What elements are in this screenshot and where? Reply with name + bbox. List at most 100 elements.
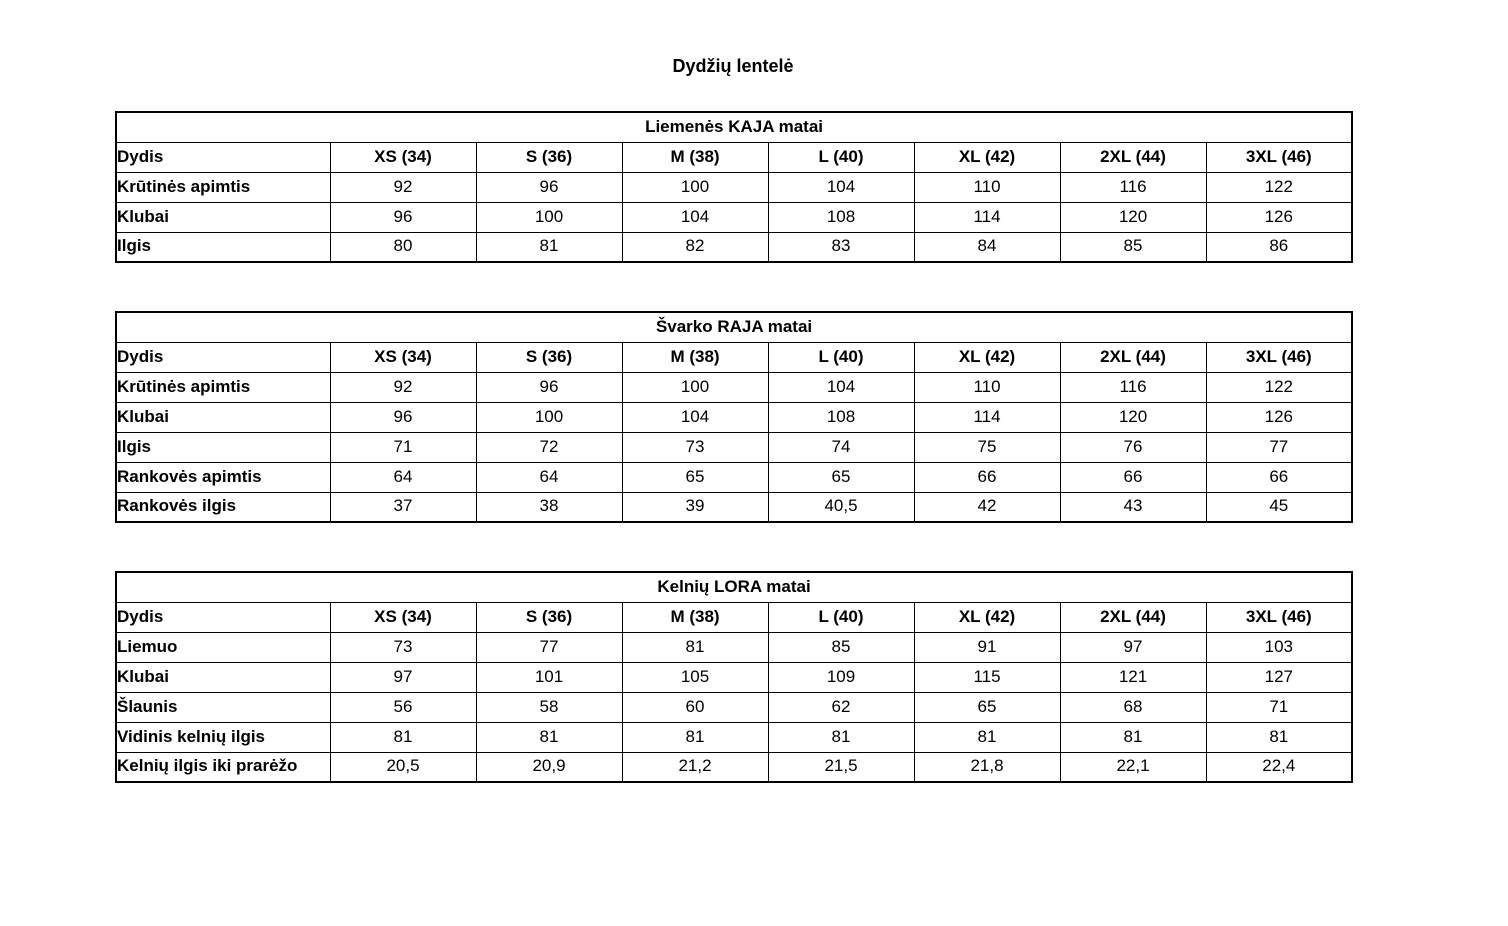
row-label: Krūtinės apimtis — [115, 371, 331, 403]
cell-value: 75 — [913, 431, 1061, 463]
table-row: Klubai 97 101 105 109 115 121 127 — [115, 661, 1353, 693]
table-row: Rankovės ilgis 37 38 39 40,5 42 43 45 — [115, 491, 1353, 523]
cell-value: 77 — [1205, 431, 1353, 463]
cell-value: 122 — [1205, 171, 1353, 203]
cell-value: 80 — [329, 231, 477, 263]
column-header: 2XL (44) — [1059, 341, 1207, 373]
cell-value: 120 — [1059, 201, 1207, 233]
column-header: 2XL (44) — [1059, 601, 1207, 633]
column-header: XS (34) — [329, 601, 477, 633]
cell-value: 68 — [1059, 691, 1207, 723]
column-header: 3XL (46) — [1205, 601, 1353, 633]
cell-value: 65 — [767, 461, 915, 493]
cell-value: 101 — [475, 661, 623, 693]
cell-value: 65 — [913, 691, 1061, 723]
cell-value: 82 — [621, 231, 769, 263]
cell-value: 62 — [767, 691, 915, 723]
cell-value: 81 — [475, 231, 623, 263]
cell-value: 21,8 — [913, 751, 1061, 783]
table-title-row: Kelnių LORA matai — [115, 571, 1353, 603]
row-label: Šlaunis — [115, 691, 331, 723]
cell-value: 92 — [329, 371, 477, 403]
cell-value: 120 — [1059, 401, 1207, 433]
table-row: Krūtinės apimtis 92 96 100 104 110 116 122 — [115, 171, 1353, 203]
cell-value: 22,1 — [1059, 751, 1207, 783]
table-title: Švarko RAJA matai — [115, 311, 1353, 343]
cell-value: 122 — [1205, 371, 1353, 403]
cell-value: 65 — [621, 461, 769, 493]
cell-value: 81 — [621, 631, 769, 663]
cell-value: 84 — [913, 231, 1061, 263]
cell-value: 109 — [767, 661, 915, 693]
table-row: Kelnių ilgis iki prarėžo 20,5 20,9 21,2 21,5… — [115, 751, 1353, 783]
table-row: Vidinis kelnių ilgis 81 81 81 81 81 81 81 — [115, 721, 1353, 753]
size-table: Kelnių LORA matai Dydis XS (34) S (36) M (38… — [115, 571, 1354, 783]
cell-value: 74 — [767, 431, 915, 463]
cell-value: 96 — [329, 201, 477, 233]
table-title-row: Švarko RAJA matai — [115, 311, 1353, 343]
cell-value: 81 — [329, 721, 477, 753]
cell-value: 37 — [329, 491, 477, 523]
table-row: Ilgis 71 72 73 74 75 76 77 — [115, 431, 1353, 463]
column-header: XL (42) — [913, 141, 1061, 173]
cell-value: 72 — [475, 431, 623, 463]
row-label: Klubai — [115, 401, 331, 433]
cell-value: 21,5 — [767, 751, 915, 783]
column-header: L (40) — [767, 141, 915, 173]
cell-value: 45 — [1205, 491, 1353, 523]
cell-value: 81 — [913, 721, 1061, 753]
header-row: Dydis XS (34) S (36) M (38) L (40) XL (42) 2XL… — [115, 601, 1353, 633]
column-header: M (38) — [621, 341, 769, 373]
table-title: Liemenės KAJA matai — [115, 111, 1353, 143]
column-header: XS (34) — [329, 141, 477, 173]
cell-value: 20,5 — [329, 751, 477, 783]
cell-value: 60 — [621, 691, 769, 723]
row-label: Ilgis — [115, 231, 331, 263]
column-header: 2XL (44) — [1059, 141, 1207, 173]
header-row: Dydis XS (34) S (36) M (38) L (40) XL (42) 2XL… — [115, 141, 1353, 173]
cell-value: 121 — [1059, 661, 1207, 693]
cell-value: 83 — [767, 231, 915, 263]
column-header: 3XL (46) — [1205, 341, 1353, 373]
cell-value: 58 — [475, 691, 623, 723]
cell-value: 116 — [1059, 171, 1207, 203]
cell-value: 103 — [1205, 631, 1353, 663]
table-row: Klubai 96 100 104 108 114 120 126 — [115, 401, 1353, 433]
column-header: L (40) — [767, 601, 915, 633]
cell-value: 73 — [621, 431, 769, 463]
table-row: Ilgis 80 81 82 83 84 85 86 — [115, 231, 1353, 263]
cell-value: 104 — [767, 371, 915, 403]
cell-value: 100 — [475, 401, 623, 433]
cell-value: 127 — [1205, 661, 1353, 693]
cell-value: 91 — [913, 631, 1061, 663]
cell-value: 97 — [329, 661, 477, 693]
row-label: Klubai — [115, 201, 331, 233]
cell-value: 81 — [475, 721, 623, 753]
cell-value: 66 — [1205, 461, 1353, 493]
header-row: Dydis XS (34) S (36) M (38) L (40) XL (42) 2XL… — [115, 341, 1353, 373]
row-label: Klubai — [115, 661, 331, 693]
table-row: Šlaunis 56 58 60 62 65 68 71 — [115, 691, 1353, 723]
cell-value: 76 — [1059, 431, 1207, 463]
cell-value: 126 — [1205, 401, 1353, 433]
column-header: M (38) — [621, 141, 769, 173]
table-title: Kelnių LORA matai — [115, 571, 1353, 603]
size-chart-document: Dydžių lentelė Liemenės KAJA matai Dydis X… — [115, 56, 1508, 783]
size-table: Švarko RAJA matai Dydis XS (34) S (36) M (38… — [115, 311, 1354, 523]
cell-value: 110 — [913, 171, 1061, 203]
column-header: XS (34) — [329, 341, 477, 373]
column-header: M (38) — [621, 601, 769, 633]
cell-value: 20,9 — [475, 751, 623, 783]
cell-value: 81 — [621, 721, 769, 753]
cell-value: 21,2 — [621, 751, 769, 783]
row-label: Vidinis kelnių ilgis — [115, 721, 331, 753]
cell-value: 81 — [1059, 721, 1207, 753]
cell-value: 85 — [767, 631, 915, 663]
size-column-label: Dydis — [115, 141, 331, 173]
size-column-label: Dydis — [115, 601, 331, 633]
cell-value: 22,4 — [1205, 751, 1353, 783]
cell-value: 64 — [475, 461, 623, 493]
cell-value: 71 — [1205, 691, 1353, 723]
tables-container: Liemenės KAJA matai Dydis XS (34) S (36) M (… — [115, 111, 1508, 783]
size-table: Liemenės KAJA matai Dydis XS (34) S (36) M (… — [115, 111, 1354, 263]
